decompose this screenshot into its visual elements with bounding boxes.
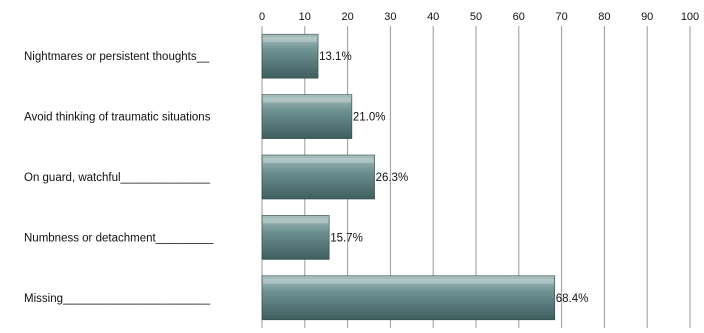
- value-label: 13.1%: [319, 51, 352, 63]
- x-tick-label: 60: [513, 11, 525, 23]
- bar-highlight: [263, 218, 329, 224]
- value-label: 26.3%: [376, 172, 409, 184]
- bar-highlight: [263, 37, 318, 43]
- bar: [261, 275, 556, 321]
- x-tick-label: 30: [384, 11, 396, 23]
- category-label: Nightmares or persistent thoughts__: [24, 51, 210, 63]
- x-tick-label: 20: [341, 11, 353, 23]
- x-tick-label: 10: [299, 11, 311, 23]
- bar-highlight: [263, 97, 351, 103]
- x-tick-label: 100: [681, 11, 699, 23]
- bar-highlight: [263, 278, 554, 284]
- x-tick-label: 80: [598, 11, 610, 23]
- x-tick-label: 0: [259, 11, 265, 23]
- x-tick-label: 70: [555, 11, 567, 23]
- bar: [261, 33, 319, 79]
- category-label: Missing_______________________: [24, 293, 211, 305]
- bar-highlight: [263, 158, 374, 163]
- value-label: 21.0%: [353, 112, 386, 124]
- category-label: Avoid thinking of traumatic situations: [24, 112, 211, 124]
- value-label: 15.7%: [330, 232, 363, 244]
- category-label: On guard, watchful______________: [24, 172, 211, 184]
- bar: [261, 94, 353, 139]
- category-label: Numbness or detachment_________: [24, 232, 214, 244]
- bar: [261, 154, 375, 200]
- x-tick-label: 40: [427, 11, 439, 23]
- value-label: 68.4%: [556, 293, 589, 305]
- x-tick-label: 50: [470, 11, 482, 23]
- bar: [261, 215, 330, 260]
- x-tick-label: 90: [641, 11, 653, 23]
